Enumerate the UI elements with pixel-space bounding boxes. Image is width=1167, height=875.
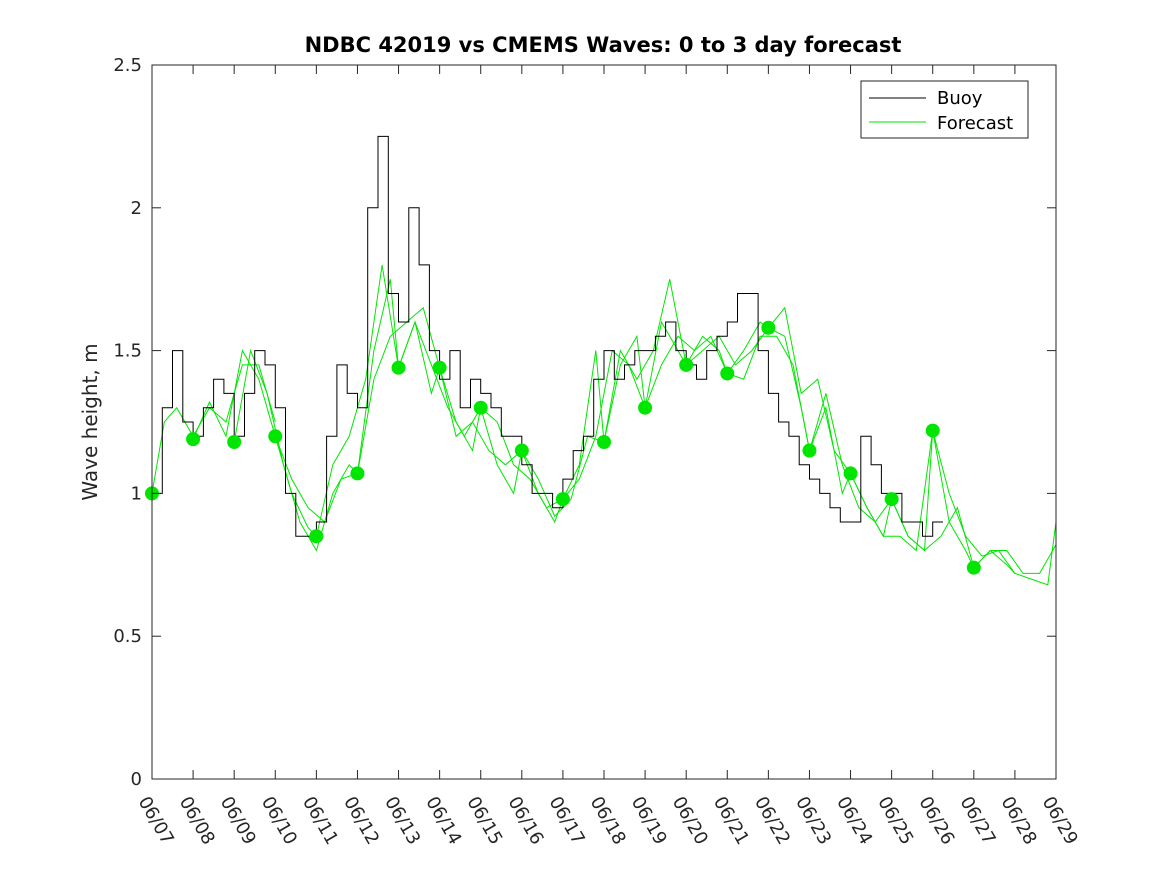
x-tick-label: 06/14 (421, 793, 465, 848)
forecast-start-marker (761, 320, 776, 335)
forecast-start-marker (925, 423, 940, 438)
forecast-series-line (891, 498, 1016, 574)
forecast-start-marker (679, 357, 694, 372)
x-tick-label: 06/27 (955, 793, 999, 848)
forecast-series-line (603, 279, 728, 443)
forecast-series-line (398, 320, 523, 495)
y-tick-label: 0 (131, 769, 142, 790)
forecast-series-line (727, 335, 851, 496)
x-tick-label: 06/15 (462, 793, 506, 848)
forecast-start-marker (514, 443, 529, 458)
x-tick-label: 06/19 (627, 793, 671, 848)
y-tick-label: 1.5 (113, 341, 142, 362)
legend-forecast-label: Forecast (937, 113, 1013, 134)
x-tick-label: 06/21 (709, 793, 753, 848)
forecast-start-marker (597, 434, 611, 449)
x-tick-label: 06/08 (175, 793, 219, 848)
x-tick-label: 06/26 (914, 793, 958, 848)
x-tick-label: 06/29 (1038, 793, 1082, 848)
forecast-start-marker (309, 529, 324, 544)
plot-area (152, 65, 1056, 779)
y-tick-label: 2 (131, 198, 142, 219)
y-axis-label: Wave height, m (78, 343, 102, 500)
x-tick-label: 06/28 (997, 793, 1041, 848)
x-tick-label: 06/18 (586, 793, 630, 848)
forecast-start-marker (802, 443, 817, 458)
legend-buoy-label: Buoy (937, 88, 983, 109)
x-tick-label: 06/07 (134, 793, 178, 848)
forecast-series-line (233, 348, 358, 552)
forecast-series-line (439, 367, 564, 524)
forecast-start-marker (966, 560, 981, 575)
x-tick-label: 06/20 (668, 793, 712, 848)
forecast-start-marker (884, 492, 899, 507)
x-tick-label: 06/17 (545, 793, 589, 848)
forecast-series-line (315, 264, 441, 537)
forecast-start-marker (555, 492, 570, 507)
x-tick-label: 06/09 (216, 793, 260, 848)
forecast-start-marker (391, 360, 406, 375)
forecast-start-marker (350, 466, 365, 481)
forecast-start-marker (227, 434, 242, 449)
forecast-start-marker (473, 400, 488, 415)
forecast-series-line (274, 279, 399, 523)
forecast-start-marker (843, 466, 858, 481)
legend-box (860, 80, 1029, 139)
forecast-start-marker (268, 429, 283, 444)
y-tick-label: 0.5 (113, 626, 142, 647)
forecast-start-marker (720, 366, 735, 381)
forecast-series-line (644, 321, 769, 408)
forecast-start-marker (638, 400, 653, 415)
forecast-start-marker (186, 432, 201, 447)
legend: Buoy Forecast (860, 80, 1029, 139)
forecast-series-line (685, 327, 810, 451)
forecast-series-line (973, 544, 1056, 574)
y-tick-label: 1 (131, 483, 142, 504)
x-tick-label: 06/10 (257, 793, 301, 848)
buoy-series-line (152, 135, 943, 537)
x-tick-label: 06/12 (339, 793, 383, 848)
forecast-start-marker (432, 360, 447, 375)
x-tick-label: 06/11 (298, 793, 342, 848)
x-tick-label: 06/16 (503, 793, 547, 848)
forecast-series-line (357, 306, 482, 474)
x-tick-label: 06/24 (832, 793, 876, 848)
x-tick-label: 06/22 (750, 793, 794, 848)
x-tick-label: 06/13 (380, 793, 424, 848)
forecast-series-line (850, 430, 975, 568)
chart-title: NDBC 42019 vs CMEMS Waves: 0 to 3 day fo… (305, 33, 902, 57)
x-tick-label: 06/23 (791, 793, 835, 848)
forecast-series-line (192, 349, 317, 537)
x-tick-label: 06/25 (873, 793, 917, 848)
y-tick-label: 2.5 (113, 55, 142, 76)
